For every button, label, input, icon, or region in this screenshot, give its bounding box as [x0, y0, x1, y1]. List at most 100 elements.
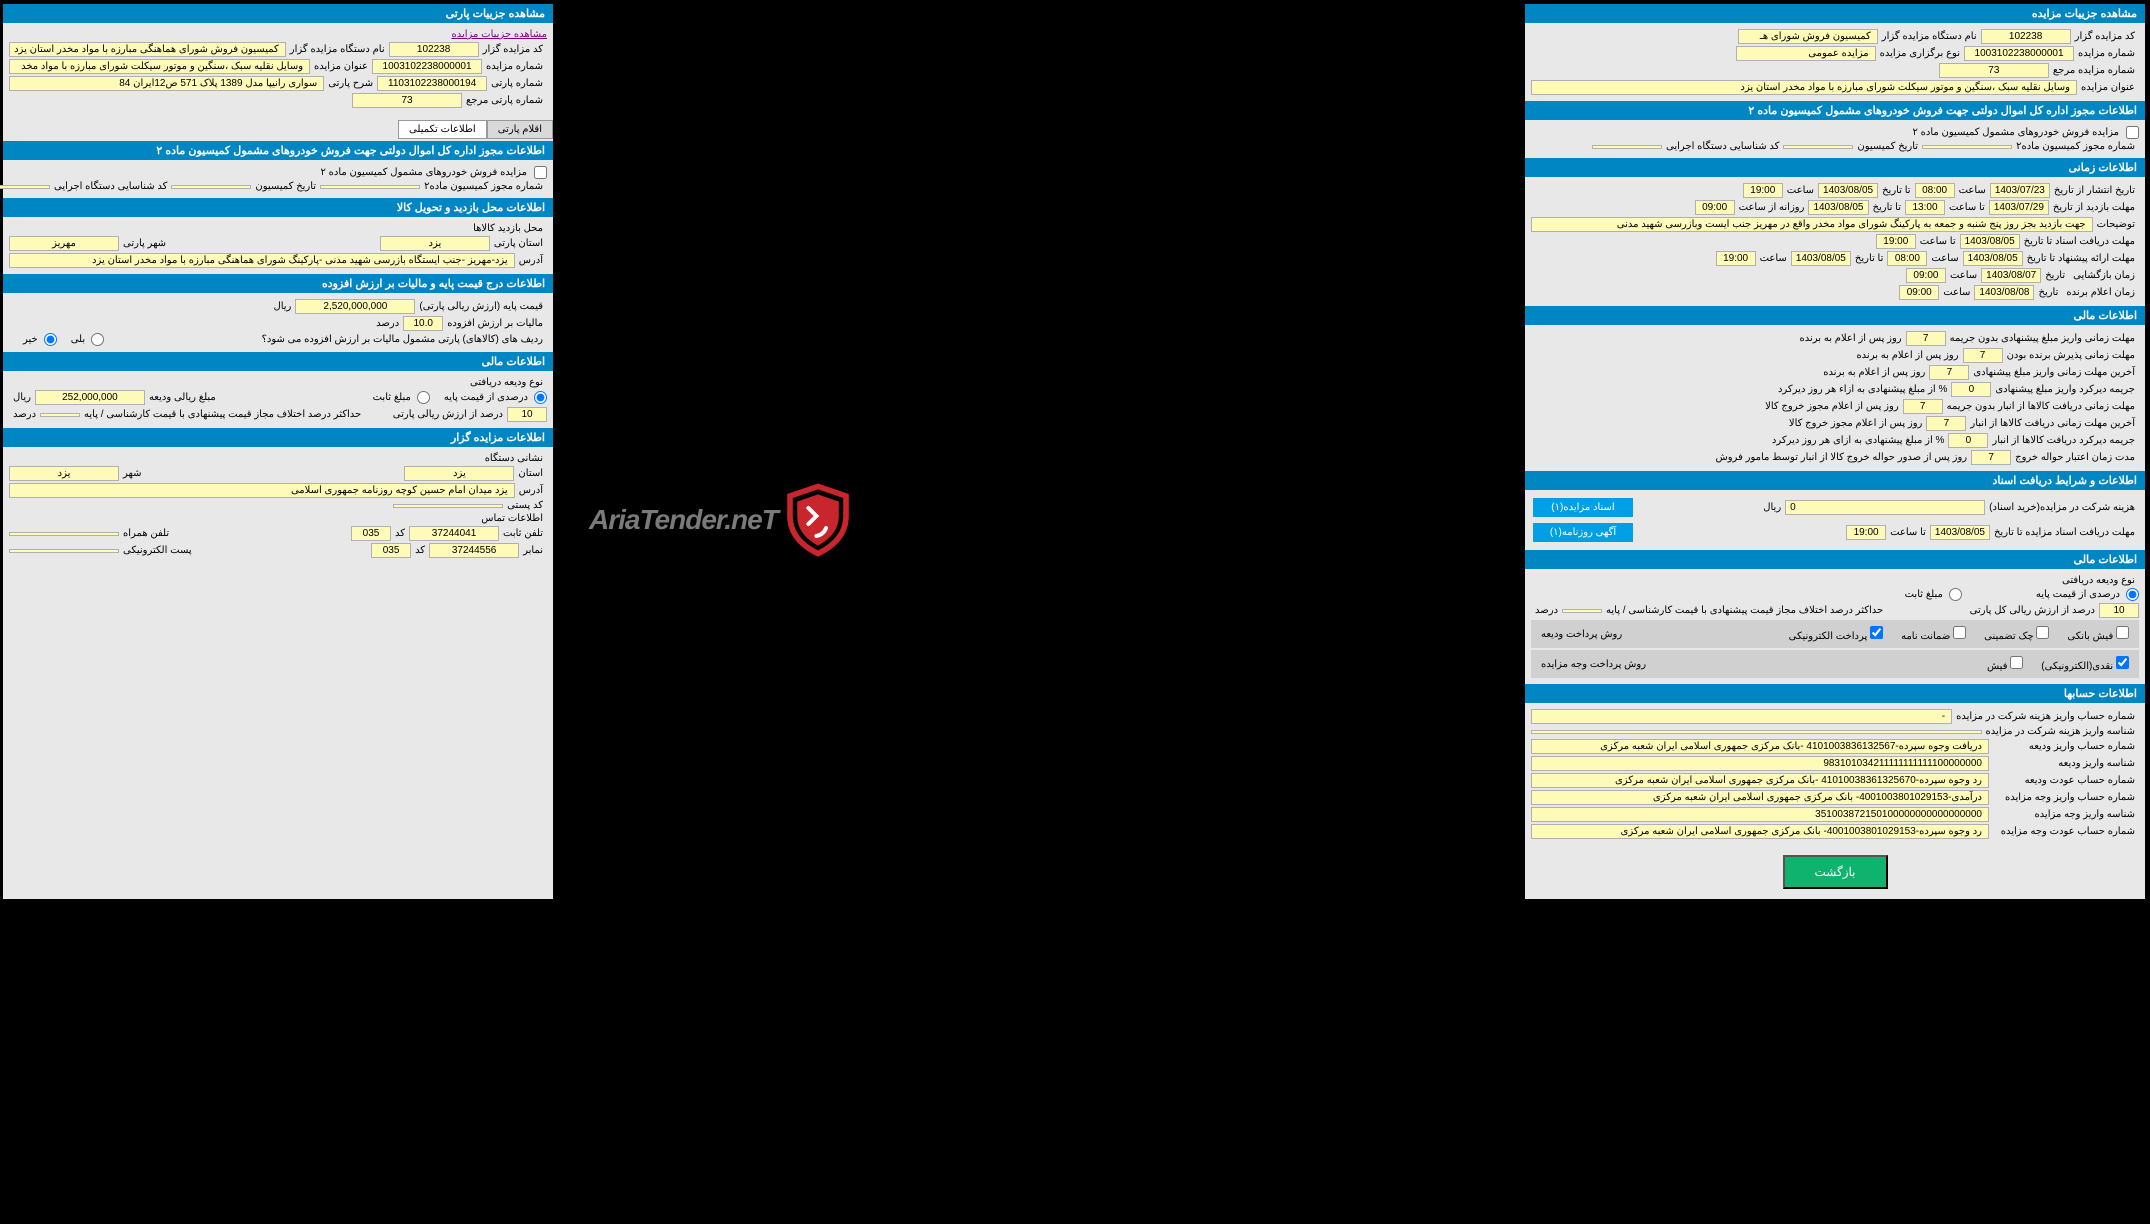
val-lotno: 1103102238000194: [378, 76, 488, 91]
lbl: پرداخت الکترونیکی: [1790, 631, 1869, 642]
lbl: درصدی از قیمت پایه: [441, 392, 533, 403]
radio-fixed[interactable]: [418, 391, 431, 404]
val: 1403/08/07: [1982, 268, 2042, 283]
val: 1403/08/05: [1931, 525, 1991, 540]
lbl: تلفن ثابت: [500, 528, 548, 539]
lbl: شناسه واریز وجه مزایده: [1990, 809, 2140, 820]
val-city: مهریز: [10, 236, 120, 251]
lbl: مبلغ ثابت: [370, 392, 416, 403]
lbl: کد مزایده گزار: [2072, 31, 2140, 42]
val: 983101034211111111111100000000: [1532, 756, 1990, 771]
val: 1403/07/23: [1991, 183, 2051, 198]
lbl: اطلاعات تماس: [478, 513, 548, 524]
chk-c4[interactable]: [2117, 626, 2130, 639]
val: 10: [2100, 603, 2140, 618]
chk-c5[interactable]: [2011, 656, 2024, 669]
right-hdr3: اطلاعات زمانی: [1526, 158, 2146, 177]
lbl: تاریخ کمیسیون: [1854, 141, 1923, 152]
val: [172, 185, 252, 189]
lbl: کد شناسایی دستگاه اجرایی: [51, 181, 172, 192]
val: یزد میدان امام حسین کوچه روزنامه جمهوری …: [10, 483, 516, 498]
val-title: وسایل نقلیه سبک ،سنگین و موتور سیکلت شور…: [10, 59, 311, 74]
val: 37244556: [430, 543, 520, 558]
lbl: شناسه واریز ودیعه: [1990, 758, 2140, 769]
chk-vehicle[interactable]: [535, 166, 548, 179]
val: 73: [1940, 63, 2050, 78]
lbl: کد: [412, 545, 430, 556]
btn-docs[interactable]: اسناد مزایده(۱): [1534, 498, 1634, 517]
btn-back[interactable]: بازگشت: [1784, 855, 1889, 889]
lbl: نقدی(الکترونیکی): [2042, 661, 2114, 672]
chk-c1[interactable]: [1871, 626, 1884, 639]
val: 7: [1907, 331, 1947, 346]
lbl: نوع ودیعه دریافتی: [2059, 575, 2140, 586]
lbl: روز پس از اعلام مجوز خروج کالا: [1762, 401, 1904, 412]
lbl: مهلت زمانی پذیرش برنده بودن: [2004, 350, 2140, 361]
radio-fixed2[interactable]: [1950, 588, 1963, 601]
val: 7: [1930, 365, 1970, 380]
lbl: مهلت زمانی دریافت کالاها از انبار بدون ج…: [1944, 401, 2140, 412]
lbl: مبلغ ثابت: [1902, 589, 1948, 600]
lbl: ریال: [10, 392, 36, 403]
chk-c2[interactable]: [1954, 626, 1967, 639]
right-hdr5: اطلاعات و شرایط دریافت اسناد: [1526, 471, 2146, 490]
lbl: نام دستگاه مزایده گزار: [287, 44, 390, 55]
left-hdr5: اطلاعات مالی: [4, 352, 554, 371]
lbl: مهلت دریافت اسناد تا تاریخ: [2021, 236, 2140, 247]
val-deposit: 252,000,000: [36, 390, 146, 405]
lbl: شماره مجوز کمیسیون ماده۲: [2013, 141, 2140, 152]
lbl: تا تاریخ: [1852, 253, 1889, 264]
lbl: فیش: [1988, 661, 2009, 672]
val: 102238: [1982, 29, 2072, 44]
lbl: حداکثر درصد اختلاف مجاز قیمت پیشنهادی با…: [81, 409, 366, 420]
lbl: عنوان مزایده: [311, 61, 373, 72]
lbl: درصد از ارزش ریالی پارتی: [390, 409, 508, 420]
val: 7: [1964, 348, 2004, 363]
radio-pct2[interactable]: [2127, 588, 2140, 601]
val: 09:00: [1900, 285, 1940, 300]
lbl: نشانی دستگاه: [482, 453, 548, 464]
left-hdr1: مشاهده جزییات پارتی: [4, 4, 554, 23]
val-lotdesc: سواری رانیپا مدل 1389 پلاک 571 ص12ایران …: [10, 76, 325, 91]
chk-c6[interactable]: [2117, 656, 2130, 669]
link-auction-details[interactable]: مشاهده جزییات مزایده: [452, 29, 548, 40]
lbl: تاریخ کمیسیون: [252, 181, 321, 192]
tab-items[interactable]: اقلام پارتی: [488, 120, 554, 139]
lbl: آخرین مهلت زمانی واریز مبلغ پیشنهادی: [1970, 367, 2140, 378]
chk-vehicle2[interactable]: [2127, 126, 2140, 139]
val: رد وجوه سپرده-41010038361325670 -بانک مر…: [1532, 773, 1990, 788]
lbl: ساعت: [1956, 185, 1991, 196]
radio-pct[interactable]: [535, 391, 548, 404]
lbl: درصدی از قیمت پایه: [2033, 589, 2125, 600]
tab-extra[interactable]: اطلاعات تکمیلی: [399, 120, 488, 139]
lbl: قیمت پایه (ارزش ریالی پارتی): [416, 301, 548, 312]
val: 351003872150100000000000000000: [1532, 807, 1990, 822]
lbl: شماره مجوز کمیسیون ماده۲: [421, 181, 548, 192]
lbl: ساعت: [1940, 287, 1975, 298]
val: جهت بازدید بجز روز پنج شنبه و جمعه به پا…: [1532, 217, 2094, 232]
val-vat: 10.0: [404, 316, 444, 331]
val: 035: [372, 543, 412, 558]
lbl: شماره حساب واریز ودیعه: [1990, 741, 2140, 752]
radio-yes[interactable]: [92, 333, 105, 346]
left-hdr6: اطلاعات مزایده گزار: [4, 428, 554, 447]
lbl: خیر: [20, 334, 43, 345]
lbl: شماره حساب واریز هزینه شرکت در مزایده: [1953, 711, 2140, 722]
chk-c3[interactable]: [2037, 626, 2050, 639]
lbl: تاریخ: [2035, 287, 2063, 298]
lbl: چک تضمینی: [1985, 631, 2035, 642]
lbl: شماره پارتی: [488, 78, 548, 89]
val-refno: 73: [353, 93, 463, 108]
tabs: اقلام پارتی اطلاعات تکمیلی: [4, 120, 554, 139]
radio-no[interactable]: [45, 333, 58, 346]
val: 19:00: [1847, 525, 1887, 540]
right-hdr4: اطلاعات مالی: [1526, 306, 2146, 325]
lbl: درصد: [373, 318, 404, 329]
val: 1403/08/05: [1961, 234, 2021, 249]
lbl: جریمه دیرکرد واریز مبلغ پیشنهادی: [1992, 384, 2140, 395]
val: 09:00: [1696, 200, 1736, 215]
btn-adv[interactable]: آگهی روزنامه(۱): [1534, 523, 1634, 542]
val: وسایل نقلیه سبک ،سنگین و موتور سیکلت شور…: [1532, 80, 2078, 95]
lbl: روز پس از اعلام به برنده: [1820, 367, 1930, 378]
val: [10, 549, 120, 553]
